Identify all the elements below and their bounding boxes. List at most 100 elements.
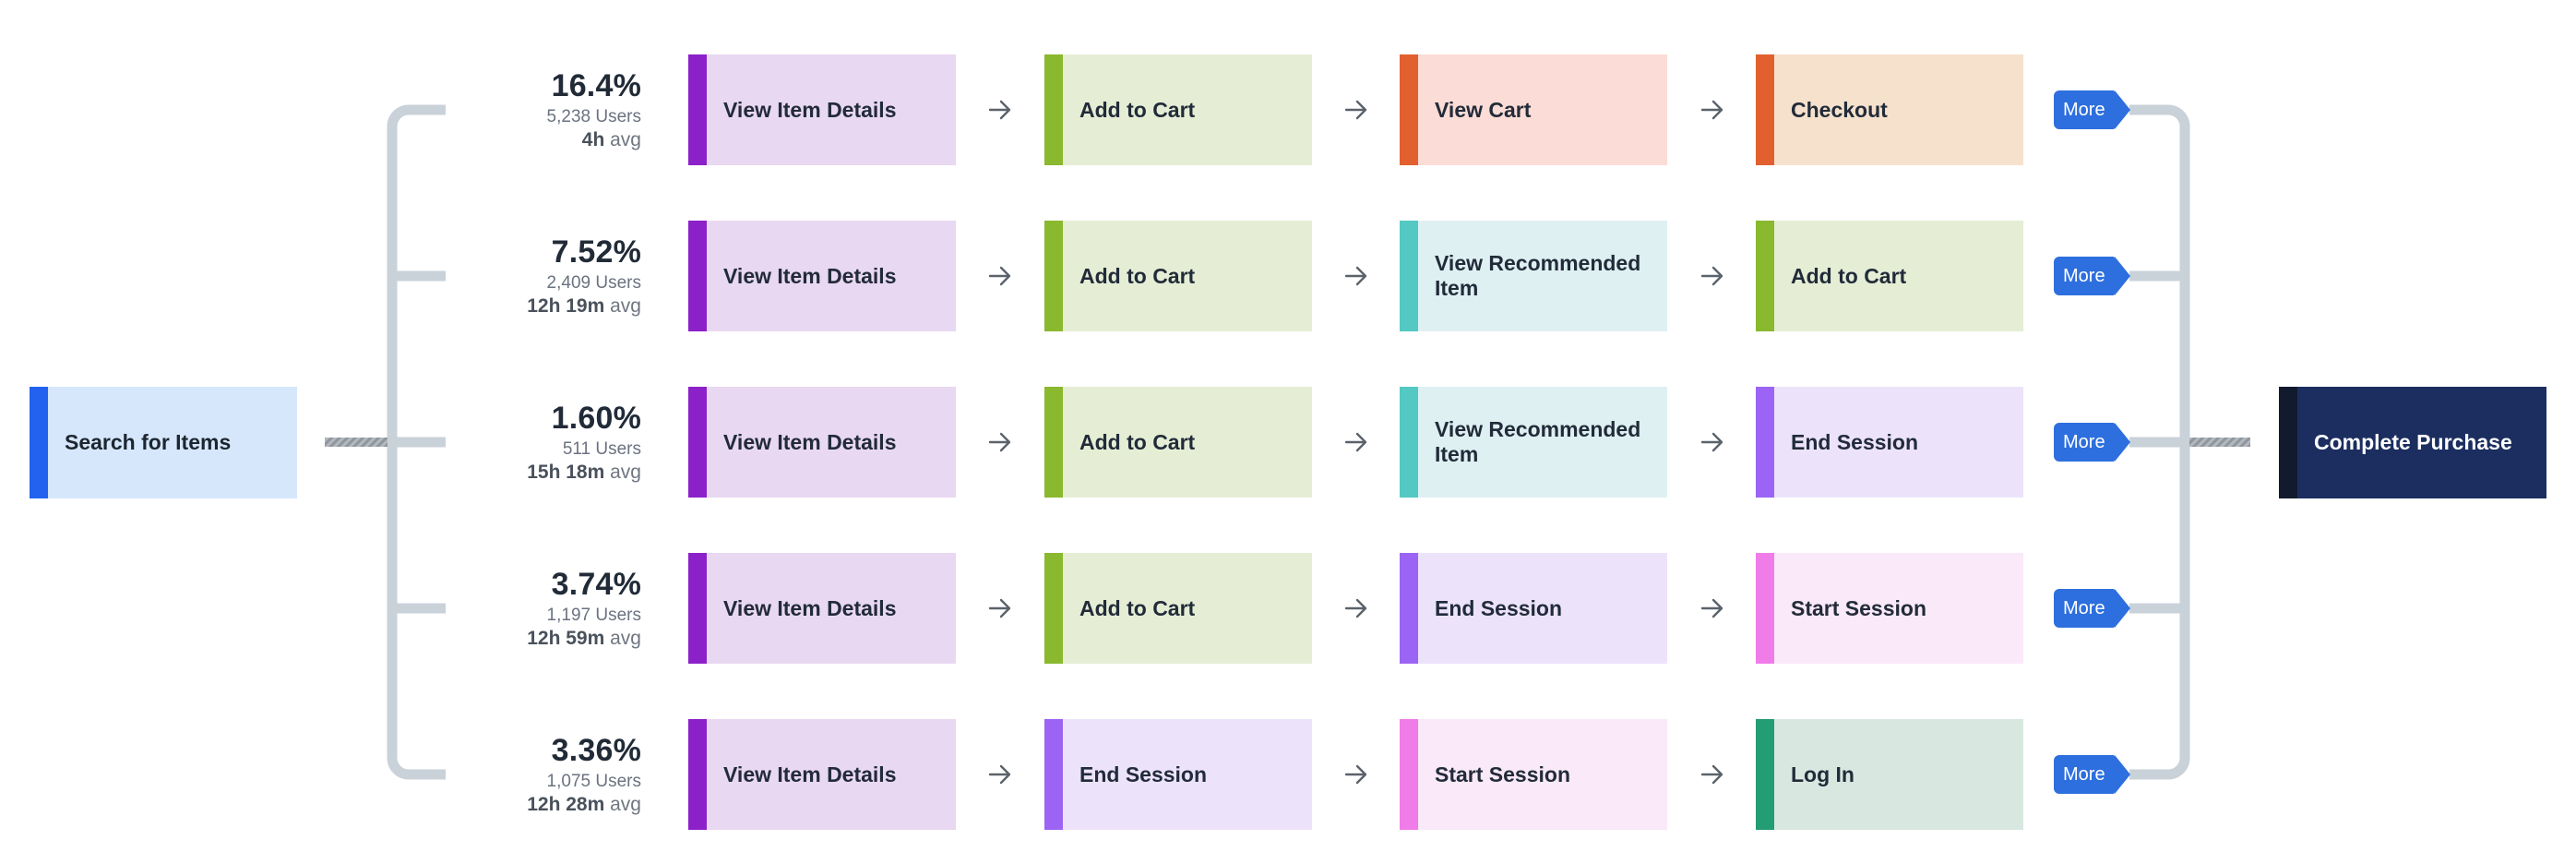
step-card-label: View Recommended Item (1435, 251, 1641, 300)
avg-duration-unit: avg (604, 295, 641, 317)
step-card-label: View Recommended Item (1435, 417, 1641, 466)
step-card-label: Add to Cart (1791, 263, 1907, 288)
step-card[interactable]: Add to Cart (1044, 221, 1312, 331)
users-value: 511 Users (562, 439, 641, 459)
more-badge[interactable]: More (2054, 589, 2130, 628)
step-card-label: View Item Details (723, 263, 897, 288)
users-value: 1,197 Users (546, 606, 641, 625)
journey-row: 7.52% 2,409 Users 12h 19m avg View Item … (0, 221, 2576, 331)
step-card-label: Add to Cart (1079, 263, 1196, 288)
arrow-right-icon (1700, 387, 1724, 498)
avg-duration: 12h 59m avg (318, 627, 641, 651)
more-badge-label: More (2063, 266, 2105, 286)
more-badge-label: More (2063, 432, 2105, 452)
step-card-label: View Item Details (723, 595, 897, 620)
step-card[interactable]: Add to Cart (1756, 221, 2023, 331)
users-value: 5,238 Users (546, 107, 641, 126)
arrow-right-icon (988, 54, 1012, 165)
arrow-right-icon (988, 221, 1012, 331)
percent-value: 16.4% (551, 68, 641, 103)
arrow-right-icon (988, 719, 1012, 830)
step-card-label: View Item Details (723, 429, 897, 454)
users-value: 2,409 Users (546, 273, 641, 293)
journey-row: 16.4% 5,238 Users 4h avg View Item Detai… (0, 54, 2576, 165)
step-card-label: View Item Details (723, 97, 897, 122)
arrow-right-icon (1700, 553, 1724, 664)
percent-value: 7.52% (551, 234, 641, 270)
step-card[interactable]: View Cart (1400, 54, 1667, 165)
arrow-right-icon (988, 387, 1012, 498)
step-card[interactable]: Add to Cart (1044, 553, 1312, 664)
step-card-label: Add to Cart (1079, 595, 1196, 620)
step-card[interactable]: View Item Details (688, 553, 956, 664)
step-card-label: Add to Cart (1079, 429, 1196, 454)
start-node-label: Search for Items (65, 430, 232, 454)
row-stats: 7.52% 2,409 Users 12h 19m avg (318, 234, 641, 318)
avg-duration: 4h avg (318, 128, 641, 152)
arrow-right-icon (1700, 221, 1724, 331)
step-card[interactable]: Add to Cart (1044, 387, 1312, 498)
step-card-label: View Cart (1435, 97, 1532, 122)
users-value: 1,075 Users (546, 772, 641, 791)
step-card[interactable]: View Item Details (688, 387, 956, 498)
step-card[interactable]: Add to Cart (1044, 54, 1312, 165)
step-card[interactable]: View Item Details (688, 221, 956, 331)
percent-value: 1.60% (551, 401, 641, 436)
step-card[interactable]: End Session (1044, 719, 1312, 830)
step-card[interactable]: End Session (1400, 553, 1667, 664)
more-badge[interactable]: More (2054, 90, 2130, 129)
step-card[interactable]: View Item Details (688, 719, 956, 830)
percent-value: 3.74% (551, 567, 641, 602)
step-card[interactable]: View Item Details (688, 54, 956, 165)
step-card-label: End Session (1435, 595, 1563, 620)
arrow-right-icon (1700, 719, 1724, 830)
avg-duration-unit: avg (604, 628, 641, 649)
avg-duration-value: 12h 28m (527, 794, 605, 815)
arrow-right-icon (1344, 719, 1368, 830)
more-badge-label: More (2063, 598, 2105, 618)
avg-duration-value: 4h (581, 129, 605, 150)
row-stats: 16.4% 5,238 Users 4h avg (318, 67, 641, 152)
step-card-label: Checkout (1791, 97, 1888, 122)
step-card[interactable]: View Recommended Item (1400, 387, 1667, 498)
step-card-label: View Item Details (723, 762, 897, 786)
avg-duration-unit: avg (604, 129, 641, 150)
more-badge[interactable]: More (2054, 257, 2130, 295)
end-node-label: Complete Purchase (2314, 430, 2512, 454)
row-stats: 3.36% 1,075 Users 12h 28m avg (318, 732, 641, 817)
journey-row: 3.74% 1,197 Users 12h 59m avg View Item … (0, 553, 2576, 664)
avg-duration-value: 12h 19m (527, 295, 605, 317)
avg-duration: 15h 18m avg (318, 461, 641, 485)
step-card-label: Add to Cart (1079, 97, 1196, 122)
step-card[interactable]: End Session (1756, 387, 2023, 498)
row-stats: 1.60% 511 Users 15h 18m avg (318, 400, 641, 485)
arrow-right-icon (1344, 553, 1368, 664)
step-card[interactable]: Start Session (1400, 719, 1667, 830)
avg-duration-value: 15h 18m (527, 462, 605, 483)
step-card-label: Start Session (1791, 595, 1926, 620)
more-badge[interactable]: More (2054, 755, 2130, 794)
step-card-label: End Session (1791, 429, 1919, 454)
avg-duration: 12h 19m avg (318, 294, 641, 318)
more-badge-label: More (2063, 764, 2105, 785)
avg-duration-value: 12h 59m (527, 628, 605, 649)
arrow-right-icon (1344, 387, 1368, 498)
step-card[interactable]: Start Session (1756, 553, 2023, 664)
step-card[interactable]: Log In (1756, 719, 2023, 830)
avg-duration-unit: avg (604, 794, 641, 815)
step-card[interactable]: View Recommended Item (1400, 221, 1667, 331)
arrow-right-icon (1344, 221, 1368, 331)
percent-value: 3.36% (551, 733, 641, 768)
journey-row: 1.60% 511 Users 15h 18m avg View Item De… (0, 387, 2576, 498)
avg-duration-unit: avg (604, 462, 641, 483)
arrow-right-icon (988, 553, 1012, 664)
avg-duration: 12h 28m avg (318, 793, 641, 817)
end-node[interactable]: Complete Purchase (2279, 387, 2546, 498)
step-card-label: Start Session (1435, 762, 1570, 786)
arrow-right-icon (1700, 54, 1724, 165)
start-node[interactable]: Search for Items (30, 387, 297, 498)
row-stats: 3.74% 1,197 Users 12h 59m avg (318, 566, 641, 651)
more-badge[interactable]: More (2054, 423, 2130, 462)
step-card[interactable]: Checkout (1756, 54, 2023, 165)
